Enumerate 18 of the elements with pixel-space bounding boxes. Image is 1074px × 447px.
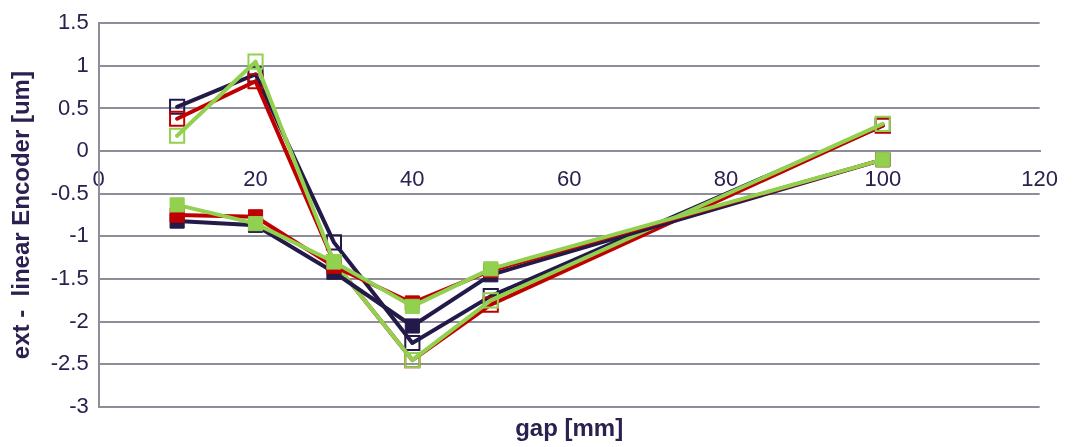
y-tick-label: -2: [69, 307, 89, 333]
y-tick-label: -2.5: [50, 350, 89, 376]
y-tick-label: 0.5: [58, 94, 89, 120]
y-tick-label: -0.5: [50, 179, 89, 205]
y-tick-label: 1: [76, 51, 89, 77]
y-tick-label: 0: [76, 137, 89, 163]
x-tick-label: 20: [243, 166, 268, 192]
y-tick-label: -1: [69, 222, 89, 248]
x-tick-label: 80: [713, 166, 739, 192]
y-tick-label: 1.5: [58, 9, 89, 35]
x-axis-title: gap [mm]: [515, 413, 624, 441]
x-tick-label: 60: [556, 166, 582, 192]
x-tick-label: 40: [400, 166, 425, 192]
y-tick-label: -3: [69, 393, 89, 419]
x-tick-label: 120: [1021, 166, 1059, 192]
x-tick-label: 100: [864, 166, 902, 192]
y-tick-label: -1.5: [50, 265, 89, 291]
y-axis-title: ext - linear Encoder [um]: [7, 71, 35, 360]
